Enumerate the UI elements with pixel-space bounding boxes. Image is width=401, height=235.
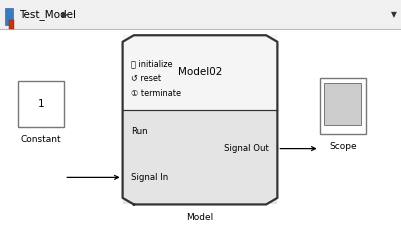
Bar bbox=[122, 35, 277, 204]
Bar bbox=[319, 78, 365, 134]
Text: ① terminate: ① terminate bbox=[131, 89, 181, 98]
Text: Model02: Model02 bbox=[177, 67, 222, 78]
Text: Signal In: Signal In bbox=[131, 173, 168, 182]
Text: Signal Out: Signal Out bbox=[223, 144, 268, 153]
Text: ▶: ▶ bbox=[62, 10, 68, 19]
Bar bbox=[0, 0, 401, 29]
Bar bbox=[122, 35, 277, 110]
Text: Constant: Constant bbox=[21, 135, 61, 144]
Bar bbox=[323, 83, 360, 125]
Bar bbox=[18, 81, 64, 127]
Bar bbox=[5, 8, 13, 25]
Text: ↺ reset: ↺ reset bbox=[131, 74, 161, 83]
Text: ⒠ initialize: ⒠ initialize bbox=[131, 59, 172, 68]
Bar bbox=[122, 35, 277, 110]
Text: Scope: Scope bbox=[328, 142, 356, 151]
Text: Run: Run bbox=[131, 127, 148, 136]
Text: Test_Model: Test_Model bbox=[19, 9, 76, 20]
Text: Model: Model bbox=[186, 213, 213, 222]
Polygon shape bbox=[122, 35, 277, 204]
Text: 1: 1 bbox=[38, 99, 45, 109]
Bar bbox=[9, 20, 14, 29]
Text: ▼: ▼ bbox=[390, 10, 396, 19]
